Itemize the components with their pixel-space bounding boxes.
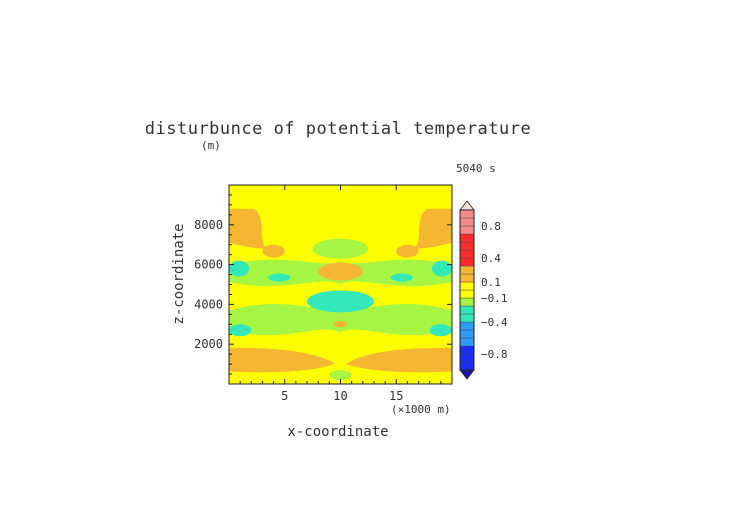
y-axis-label: z-coordinate — [171, 223, 187, 324]
contour-region-0 — [229, 208, 269, 249]
colorbar-tick-label: 0.4 — [481, 252, 501, 265]
x-axis-label: x-coordinate — [287, 424, 388, 440]
colorbar-segment — [459, 241, 475, 251]
contour-region-2 — [312, 238, 369, 259]
colorbar-segment — [459, 329, 475, 339]
contour-region-16 — [346, 348, 452, 373]
x-tick-label: 15 — [389, 389, 403, 403]
x-unit-label: (×1000 m) — [391, 403, 451, 416]
axes: 5 10 15 2000 4000 6000 8000 — [194, 184, 453, 403]
contour-region-4 — [396, 244, 419, 258]
chart-title: disturbunce of potential temperature — [145, 119, 531, 139]
colorbar-tick-label: −0.1 — [481, 292, 508, 305]
y-unit-label: (m) — [201, 139, 221, 152]
colorbar-segment — [459, 209, 475, 219]
colorbar-tick-label: −0.4 — [481, 316, 508, 329]
warm-spot-1 — [333, 321, 348, 328]
contour-region-7 — [431, 260, 452, 277]
y-tick-label: 6000 — [194, 258, 223, 272]
contour-region-9 — [390, 273, 413, 282]
colorbar-extend-bottom — [459, 369, 475, 380]
colorbar-extend-top — [459, 200, 475, 211]
colorbar-segment — [459, 225, 475, 235]
y-tick-label: 2000 — [194, 337, 223, 351]
colorbar-tick-label: −0.8 — [481, 348, 508, 361]
time-label: 5040 s — [456, 162, 496, 175]
x-tick-label: 5 — [281, 389, 288, 403]
contour-region-17 — [329, 370, 352, 381]
colorbar-segment — [459, 281, 475, 291]
contour-region-3 — [262, 244, 285, 258]
colorbar-segment — [459, 273, 475, 283]
colorbar-segment — [459, 265, 475, 275]
contour-region-15 — [229, 348, 335, 373]
colorbar-segment — [459, 289, 475, 299]
colorbar-segment — [459, 249, 475, 259]
colorbar-tick-label: 0.8 — [481, 220, 501, 233]
colorbar-segment — [459, 217, 475, 227]
colorbar-tick-label: 0.1 — [481, 276, 501, 289]
contour-region-1 — [412, 208, 452, 249]
colorbar-segment — [459, 233, 475, 243]
colorbar-segment — [459, 321, 475, 331]
colorbar-segment — [459, 345, 475, 355]
contour-region-12 — [307, 290, 374, 313]
contour-region-6 — [229, 260, 250, 277]
plot-area — [229, 185, 452, 384]
colorbar-frame — [459, 209, 475, 371]
colorbar-segment — [459, 257, 475, 267]
contour-region-14 — [429, 324, 452, 337]
colorbar-segment — [459, 361, 475, 371]
colorbar-segment — [459, 305, 475, 315]
contour-region-13 — [229, 324, 252, 337]
warm-spot-0 — [333, 269, 348, 276]
contour-region-8 — [268, 273, 291, 282]
x-tick-label: 10 — [333, 389, 347, 403]
colorbar-segment — [459, 297, 475, 307]
colorbar-segment — [459, 313, 475, 323]
colorbar: 0.8 0.4 0.1 −0.1 −0.4 −0.8 — [459, 200, 508, 380]
y-tick-label: 8000 — [194, 218, 223, 232]
colorbar-segment — [459, 353, 475, 363]
contour-region-11 — [229, 303, 452, 336]
y-tick-label: 4000 — [194, 297, 223, 311]
colorbar-segment — [459, 337, 475, 347]
